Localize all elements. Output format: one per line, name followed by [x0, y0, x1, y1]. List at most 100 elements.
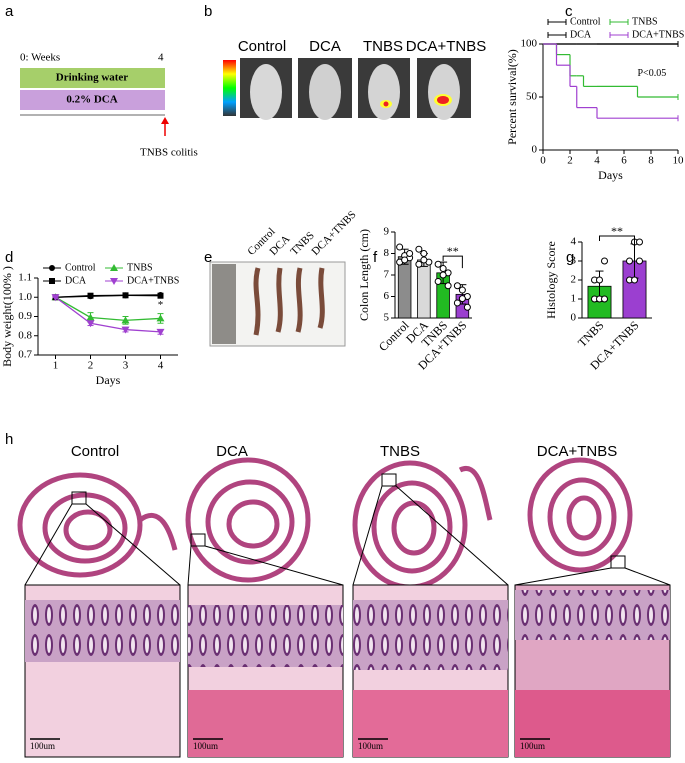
marker [157, 292, 164, 299]
y-tick-label: 0.8 [18, 329, 32, 341]
treatment-bar [20, 68, 165, 88]
y-tick-label: 0 [532, 144, 538, 156]
data-point [444, 282, 452, 290]
y-tick-label: 0.9 [18, 310, 32, 322]
panel-letter: d [5, 249, 13, 266]
treatment-bar [20, 90, 165, 110]
data-point [415, 245, 423, 253]
y-axis-label: Histology Score [544, 241, 558, 319]
timeline-end: 4 [158, 52, 164, 64]
group-label: TNBS [380, 443, 420, 460]
data-point [434, 277, 442, 285]
series-line [55, 296, 161, 333]
panel-letter: f [373, 249, 378, 266]
group-label: TNBS [363, 38, 403, 55]
data-point [596, 276, 603, 284]
timeline-start: 0: Weeks [20, 52, 60, 64]
legend-label: DCA+TNBS [632, 29, 684, 40]
event-label: TNBS colitis [140, 147, 198, 159]
legend-label: DCA [570, 29, 592, 40]
marker [110, 278, 118, 285]
marker [51, 294, 60, 302]
panel-letter: a [5, 3, 14, 20]
imaging-photos [240, 58, 471, 120]
series-line [55, 294, 161, 298]
x-tick-label: 4 [594, 155, 600, 167]
data-point [626, 257, 633, 265]
legend-label: Control [65, 262, 96, 273]
data-point [401, 256, 409, 264]
group-label: DCA+TNBS [406, 38, 486, 55]
x-tick-label: 6 [621, 155, 627, 167]
data-point [406, 250, 414, 257]
x-tick-label: 2 [88, 360, 94, 372]
y-tick-label: 6 [384, 290, 390, 302]
data-point [453, 282, 461, 290]
y-tick-label: 100 [521, 38, 538, 50]
group-label: DCA [216, 443, 248, 460]
bar [397, 256, 412, 319]
scale-label: 100um [30, 741, 55, 751]
panel-letter: h [5, 431, 13, 448]
marker [110, 264, 118, 271]
y-tick-label: 2 [571, 274, 577, 286]
data-point [439, 271, 447, 279]
y-tick-label: 0.7 [18, 349, 32, 361]
data-point [420, 256, 428, 264]
data-point [420, 250, 428, 257]
scale-label: 100um [358, 741, 383, 751]
bar [417, 259, 431, 319]
data-point [631, 276, 638, 284]
colon-photo [209, 261, 346, 347]
x-axis-label: Days [96, 373, 121, 387]
y-tick-label: 50 [526, 91, 538, 103]
legend-label: TNBS [127, 262, 153, 273]
marker [86, 320, 95, 328]
x-tick-label: 3 [123, 360, 129, 372]
zoom-panels [24, 584, 671, 758]
group-label: Control [238, 38, 286, 55]
y-axis-label: Colon Length (cm) [357, 229, 371, 321]
marker [156, 328, 165, 336]
group-label: DCA+TNBS [309, 209, 358, 258]
legend-label: DCA+TNBS [127, 275, 179, 286]
annotation: * [158, 299, 164, 311]
x-tick-label: 8 [648, 155, 654, 167]
x-tick-label: 2 [567, 155, 573, 167]
treatment-label: Drinking water [56, 72, 129, 84]
significance-bracket [599, 235, 635, 248]
y-tick-label: 7 [384, 269, 390, 281]
annotation: ** [611, 224, 623, 238]
event-arrow-head [161, 117, 169, 124]
marker [122, 292, 129, 299]
marker [49, 265, 55, 271]
marker [87, 292, 94, 299]
y-tick-label: 1.0 [18, 291, 32, 303]
group-label: Control [71, 443, 119, 460]
y-axis-label: Percent survival(%) [505, 49, 519, 145]
panel-letter: c [565, 3, 573, 20]
panel-letter: g [566, 249, 574, 266]
y-axis-label: Body weight(100% ) [0, 266, 14, 367]
data-point [439, 265, 447, 273]
y-tick-label: 8 [384, 247, 390, 259]
series-line [55, 296, 161, 322]
x-tick-label: TNBS [575, 318, 607, 350]
marker [121, 316, 130, 324]
marker [156, 314, 165, 322]
data-point [458, 295, 466, 303]
panel-letter: e [204, 249, 212, 266]
data-point [453, 299, 461, 307]
treatment-label: 0.2% DCA [66, 94, 117, 106]
annotation: P<0.05 [638, 68, 667, 79]
y-tick-label: 3 [571, 255, 577, 267]
x-tick-label: 4 [158, 360, 164, 372]
legend-label: TNBS [632, 16, 658, 27]
significance-bracket [442, 255, 463, 269]
marker [121, 326, 130, 334]
tissue-sections [17, 457, 671, 590]
x-tick-label: 1 [53, 360, 59, 372]
marker [86, 313, 95, 321]
y-tick-label: 1.1 [18, 272, 32, 284]
